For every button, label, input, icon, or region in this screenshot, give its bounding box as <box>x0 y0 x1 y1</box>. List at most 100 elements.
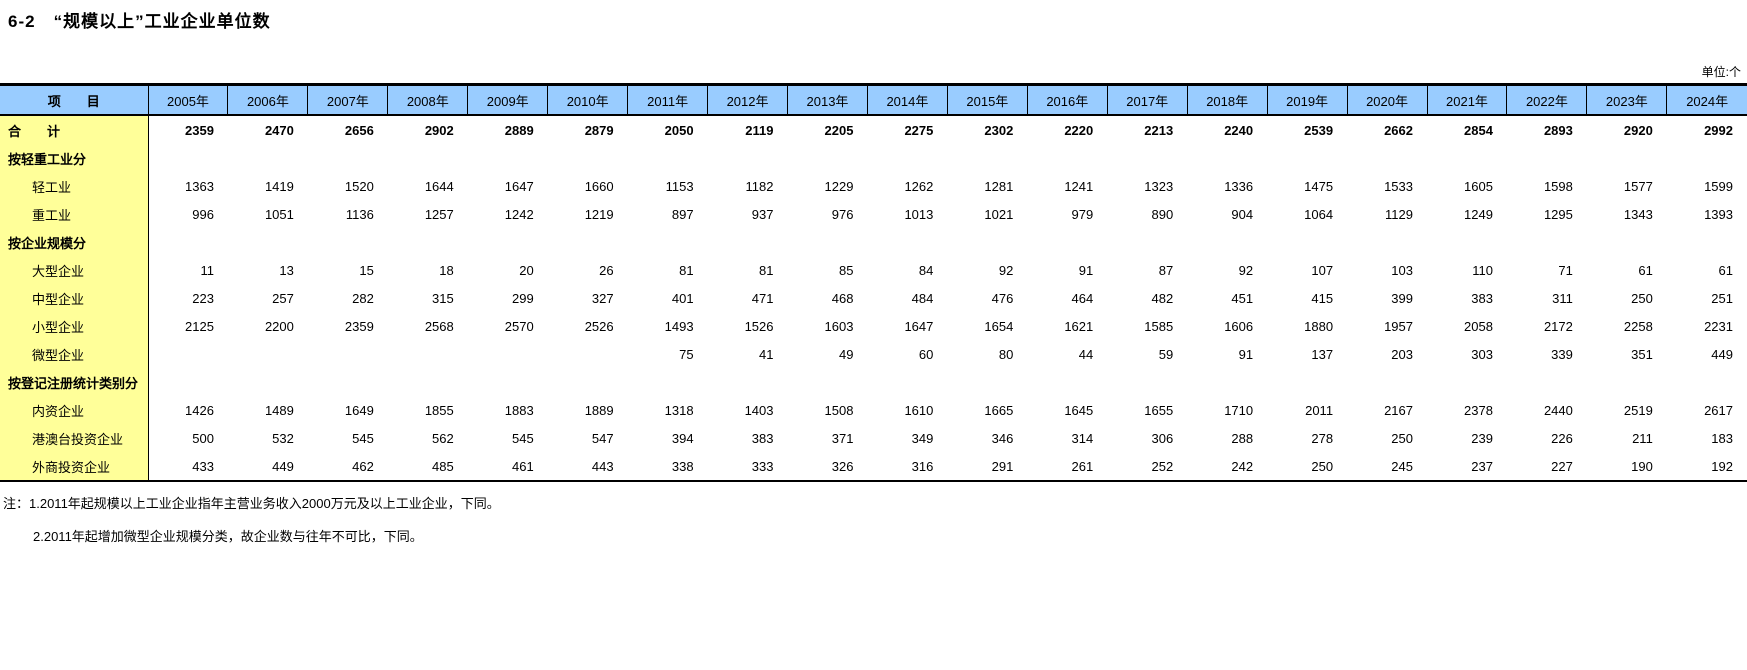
table-cell: 1393 <box>1704 206 1733 222</box>
table-cell: 1426 <box>185 402 214 418</box>
table-cell: 261 <box>1071 458 1094 474</box>
table-cell: 476 <box>991 290 1014 306</box>
table-cell <box>1507 144 1587 172</box>
table-cell <box>867 368 947 396</box>
table-cell <box>148 368 228 396</box>
table-cell <box>308 368 388 396</box>
table-cell: 2662 <box>1384 122 1413 138</box>
table-cell: 1219 <box>584 206 614 222</box>
table-cell <box>228 228 308 256</box>
table-cell: 462 <box>352 458 374 474</box>
table-row: 外商投资企业 433 449 462 485 461 443 338 333 326 316 291 2… <box>0 452 1747 481</box>
table-cell: 15 <box>359 262 374 278</box>
table-cell <box>468 340 548 368</box>
table-cell: 1710 <box>1224 402 1254 418</box>
table-cell: 110 <box>1472 262 1493 278</box>
table-cell: 1526 <box>744 318 774 334</box>
table-cell <box>1107 144 1187 172</box>
table-cell: 326 <box>831 458 854 474</box>
table-cell <box>947 144 1027 172</box>
statistics-table: 项 目 2005年 2006年 2007年 2008年 2009年 2010年 2011年 20… <box>0 83 1747 482</box>
table-cell <box>228 144 308 172</box>
table-cell: 461 <box>511 458 534 474</box>
table-cell: 2359 <box>185 122 214 138</box>
table-cell: 1493 <box>664 318 694 334</box>
table-cell <box>1587 228 1667 256</box>
table-cell: 1880 <box>1304 318 1334 334</box>
table-cell <box>1267 144 1347 172</box>
table-cell: 2240 <box>1224 122 1254 138</box>
table-row: 中型企业 223 257 282 315 299 327 401 471 468 484 476 464… <box>0 284 1747 312</box>
table-cell: 996 <box>192 206 214 222</box>
table-cell: 1649 <box>344 402 374 418</box>
table-row: 按登记注册统计类别分 <box>0 368 1747 396</box>
column-header-20: 2024年 <box>1666 84 1747 116</box>
table-cell <box>1107 228 1187 256</box>
table-cell: 1249 <box>1464 206 1493 222</box>
table-cell: 1957 <box>1384 318 1413 334</box>
table-cell <box>308 228 388 256</box>
table-cell: 81 <box>679 262 694 278</box>
table-cell <box>708 228 788 256</box>
table-cell: 500 <box>192 430 214 446</box>
table-cell: 1129 <box>1385 206 1413 222</box>
table-cell: 44 <box>1078 346 1094 362</box>
table-cell <box>388 228 468 256</box>
table-cell: 226 <box>1551 430 1573 446</box>
table-cell: 338 <box>671 458 694 474</box>
table-cell: 2011 <box>1305 402 1334 418</box>
table-cell <box>1027 144 1107 172</box>
table-cell: 251 <box>1711 290 1733 306</box>
row-label: 内资企业 <box>0 396 149 424</box>
table-cell: 449 <box>1711 346 1733 362</box>
table-cell: 1520 <box>344 178 374 194</box>
table-cell: 1475 <box>1304 178 1334 194</box>
table-cell <box>1667 228 1747 256</box>
table-cell: 451 <box>1231 290 1254 306</box>
table-cell: 1665 <box>984 402 1014 418</box>
table-row: 大型企业 11 13 15 18 20 26 81 81 85 84 92 91 87 92 107 103 11… <box>0 256 1747 284</box>
table-cell: 2231 <box>1704 318 1733 334</box>
table-cell: 2920 <box>1623 122 1653 138</box>
table-cell: 316 <box>911 458 934 474</box>
table-cell: 26 <box>599 262 614 278</box>
table-cell <box>1107 368 1187 396</box>
table-cell: 190 <box>1631 458 1653 474</box>
table-cell: 311 <box>1552 290 1573 306</box>
table-cell <box>468 144 548 172</box>
table-cell <box>947 228 1027 256</box>
table-cell: 897 <box>671 206 694 222</box>
table-cell: 937 <box>751 206 774 222</box>
column-header-19: 2023年 <box>1586 84 1668 116</box>
table-cell: 1647 <box>504 178 534 194</box>
table-cell: 2568 <box>424 318 454 334</box>
table-cell <box>148 228 228 256</box>
table-cell: 1883 <box>504 402 534 418</box>
table-cell: 401 <box>671 290 694 306</box>
table-cell <box>388 144 468 172</box>
table-cell: 443 <box>591 458 614 474</box>
column-header-7: 2011年 <box>627 84 709 116</box>
table-cell: 1013 <box>904 206 934 222</box>
table-cell <box>468 368 548 396</box>
table-cell: 41 <box>759 346 774 362</box>
table-cell: 464 <box>1071 290 1094 306</box>
table-cell: 2526 <box>584 318 614 334</box>
table-cell: 91 <box>1238 346 1254 362</box>
table-cell: 107 <box>1311 262 1334 278</box>
table-cell <box>548 144 628 172</box>
table-cell: 2275 <box>904 122 934 138</box>
table-cell: 1603 <box>824 318 854 334</box>
table-cell: 339 <box>1551 346 1573 362</box>
table-cell: 1262 <box>904 178 934 194</box>
table-cell: 346 <box>991 430 1014 446</box>
table-cell <box>628 368 708 396</box>
item-column-header: 项 目 <box>0 84 149 116</box>
table-cell: 1533 <box>1384 178 1413 194</box>
column-header-1: 2005年 <box>148 84 229 116</box>
column-header-18: 2022年 <box>1506 84 1588 116</box>
table-cell: 2167 <box>1384 402 1413 418</box>
table-cell: 11 <box>200 262 214 278</box>
table-cell: 1655 <box>1144 402 1174 418</box>
table-cell <box>1427 368 1507 396</box>
